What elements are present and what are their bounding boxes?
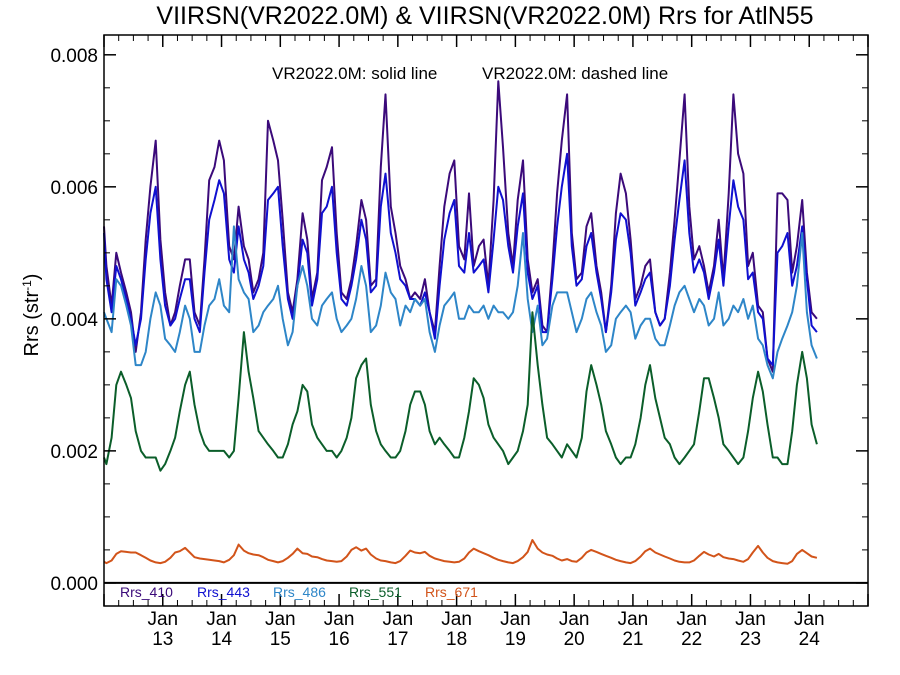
x-tick-label-month: Jan	[735, 609, 766, 630]
x-tick-label-month: Jan	[676, 609, 707, 630]
x-tick-label-month: Jan	[206, 609, 237, 630]
x-tick-label-month: Jan	[794, 609, 825, 630]
series-line-rrs-671	[103, 539, 818, 565]
x-tick-label-month: Jan	[559, 609, 590, 630]
axis-layer: 0.0000.0020.0040.0060.008Jan13Jan14Jan15…	[50, 35, 869, 650]
x-tick-label-year: 14	[211, 629, 233, 650]
legend-entry-rrs-671: Rrs_671	[425, 584, 478, 600]
x-tick-label-year: 15	[270, 629, 291, 650]
x-tick-label-year: 20	[564, 629, 585, 650]
plot-frame	[103, 34, 869, 607]
x-tick-label-month: Jan	[441, 609, 472, 630]
x-tick-label-year: 18	[446, 629, 467, 650]
dashed-line-note: VR2022.0M: dashed line	[482, 64, 668, 83]
legend-entry-rrs-443: Rrs_443	[197, 584, 250, 600]
x-tick-label-year: 13	[152, 629, 173, 650]
y-axis-label-superscript: -1	[20, 280, 34, 291]
x-tick-label-year: 23	[740, 629, 761, 650]
x-tick-label-month: Jan	[147, 609, 178, 630]
series-line-rrs-410	[103, 80, 818, 373]
legend-entry-rrs-551: Rrs_551	[349, 584, 402, 600]
y-axis-label-close: )	[21, 274, 43, 281]
x-tick-label-year: 17	[387, 629, 408, 650]
legend: Rrs_410 Rrs_443 Rrs_486 Rrs_551 Rrs_671	[120, 584, 478, 600]
y-tick-label: 0.002	[50, 442, 98, 463]
y-tick-label: 0.006	[50, 178, 98, 199]
x-tick-label-year: 21	[622, 629, 643, 650]
x-tick-label-year: 16	[329, 629, 350, 650]
legend-entry-rrs-486: Rrs_486	[273, 584, 326, 600]
x-tick-label-month: Jan	[324, 609, 355, 630]
y-axis-label: Rrs (str-1)	[20, 274, 43, 357]
x-tick-label-month: Jan	[383, 609, 414, 630]
series-line-rrs-551	[103, 311, 818, 472]
series-line-rrs-486	[103, 225, 818, 380]
x-tick-label-year: 24	[799, 629, 821, 650]
series-line-rrs-443	[103, 152, 818, 367]
x-tick-label-year: 19	[505, 629, 526, 650]
y-tick-label: 0.000	[50, 574, 98, 595]
chart-title: VIIRSN(VR2022.0M) & VIIRSN(VR2022.0M) Rr…	[156, 2, 813, 30]
y-tick-label: 0.008	[50, 46, 98, 67]
x-tick-label-year: 22	[681, 629, 702, 650]
solid-line-note: VR2022.0M: solid line	[272, 64, 437, 83]
y-axis-label-text: Rrs (str	[21, 291, 43, 357]
x-tick-label-month: Jan	[265, 609, 296, 630]
y-tick-label: 0.004	[50, 310, 98, 331]
x-tick-label-month: Jan	[618, 609, 649, 630]
legend-entry-rrs-410: Rrs_410	[120, 584, 173, 600]
series-layer	[103, 80, 818, 565]
x-tick-label-month: Jan	[500, 609, 531, 630]
